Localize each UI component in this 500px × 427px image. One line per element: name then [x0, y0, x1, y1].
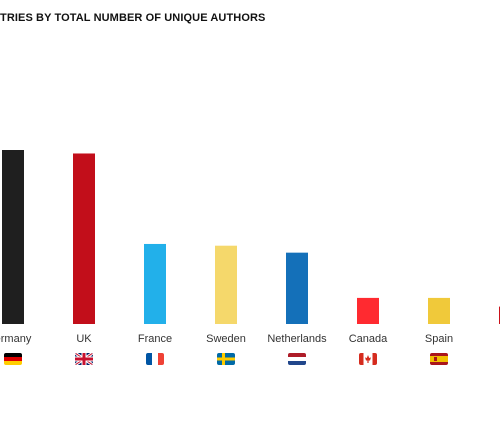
bar-canada: [357, 297, 379, 324]
category-label: France: [138, 333, 172, 345]
bars-group: [2, 150, 500, 324]
category-labels: ermany UK France Sweden Netherlands Canada Spa…: [0, 333, 453, 345]
france-flag-icon: [146, 353, 164, 365]
bar-spain: [428, 297, 450, 324]
spain-flag-icon: [430, 353, 448, 365]
category-label: UK: [76, 333, 92, 345]
bar-ermany: [2, 150, 24, 324]
category-label: ermany: [0, 333, 32, 345]
category-label: Sweden: [206, 333, 246, 345]
category-label: Spain: [425, 333, 453, 345]
flags-group: [4, 353, 448, 365]
category-label: Netherlands: [267, 333, 327, 345]
uk-flag-icon: [75, 353, 93, 365]
netherlands-flag-icon: [288, 353, 306, 365]
chart-title: TRIES BY TOTAL NUMBER OF UNIQUE AUTHORS: [0, 12, 266, 24]
germany-flag-icon: [4, 353, 22, 365]
bar-netherlands: [286, 252, 308, 324]
category-label: Canada: [349, 333, 388, 345]
canada-flag-icon: [359, 353, 377, 365]
bar-france: [144, 243, 166, 324]
bar-uk: [73, 153, 95, 324]
sweden-flag-icon: [217, 353, 235, 365]
bar-sweden: [215, 245, 237, 324]
